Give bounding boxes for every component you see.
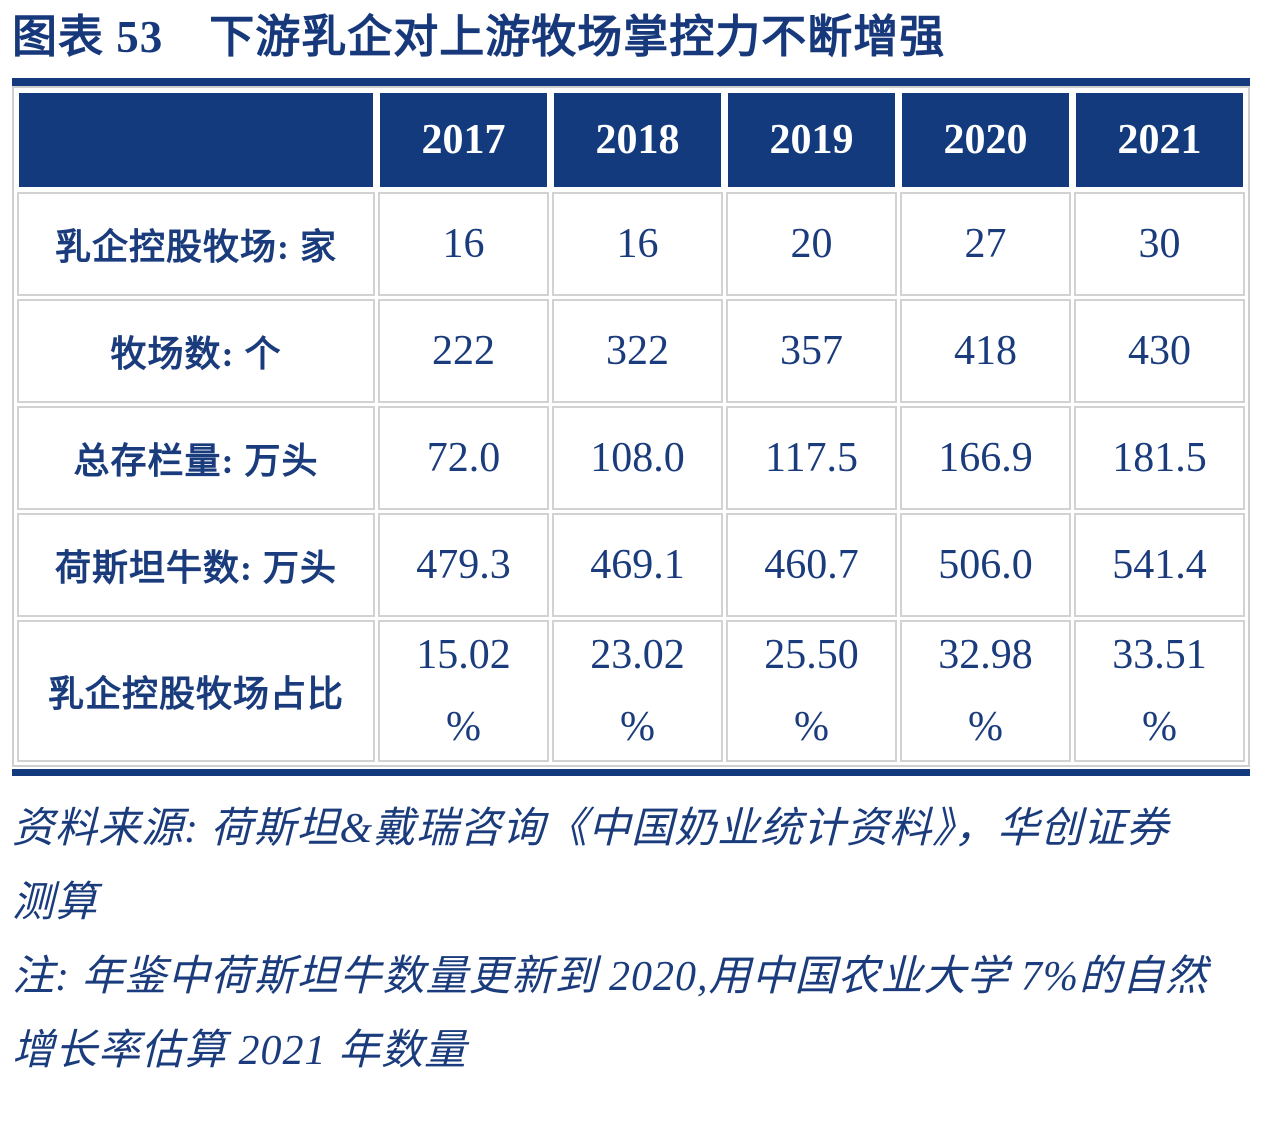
row-label-cell: 荷斯坦牛数: 万头 [17,513,375,617]
header-row: 2017 2018 2019 2020 2021 [17,91,1245,189]
value-cell: 15.02 % [378,620,549,762]
value-cell: 16 [552,192,723,296]
year-header-cell: 2019 [726,91,897,189]
table-top-rule [12,78,1250,86]
value-cell: 33.51 % [1074,620,1245,762]
footnote-line-2: 增长率估算 2021 年数量 [12,1028,468,1074]
source-note-line-2: 测算 [12,880,99,926]
figure-label: 图表 53 [12,12,164,62]
value-cell: 108.0 [552,406,723,510]
figure-heading: 图表 53 下游乳企对上游牧场掌控力不断增强 [0,0,1262,66]
value-cell: 506.0 [900,513,1071,617]
year-header-cell: 2018 [552,91,723,189]
footnote-line-1: 注: 年鉴中荷斯坦牛数量更新到 2020,用中国农业大学 7%的自然 [12,954,1208,1000]
row-label-cell: 乳企控股牧场占比 [17,620,375,762]
value-cell: 16 [378,192,549,296]
source-note-line-1: 资料来源: 荷斯坦&戴瑞咨询《中国奶业统计资料》，华创证券 [12,806,1170,852]
percent-sign: % [620,704,655,750]
percent-value: 33.51 [1112,632,1207,678]
percent-sign: % [446,704,481,750]
value-cell: 23.02 % [552,620,723,762]
value-cell: 460.7 [726,513,897,617]
percent-value: 32.98 [938,632,1033,678]
value-cell: 357 [726,299,897,403]
value-cell: 181.5 [1074,406,1245,510]
data-table: 2017 2018 2019 2020 2021 乳企控股牧场: 家 16 16… [12,86,1250,767]
value-cell: 25.50 % [726,620,897,762]
value-cell: 430 [1074,299,1245,403]
value-cell: 541.4 [1074,513,1245,617]
table-bottom-rule [12,769,1250,776]
table-block: 2017 2018 2019 2020 2021 乳企控股牧场: 家 16 16… [12,78,1250,776]
percent-sign: % [968,704,1003,750]
percent-sign: % [1142,704,1177,750]
table-row: 荷斯坦牛数: 万头 479.3 469.1 460.7 506.0 541.4 [17,513,1245,617]
row-label-cell: 总存栏量: 万头 [17,406,375,510]
row-label-cell: 牧场数: 个 [17,299,375,403]
table-row: 总存栏量: 万头 72.0 108.0 117.5 166.9 181.5 [17,406,1245,510]
percent-value: 15.02 [416,632,511,678]
value-cell: 166.9 [900,406,1071,510]
row-label-cell: 乳企控股牧场: 家 [17,192,375,296]
value-cell: 32.98 % [900,620,1071,762]
corner-cell [17,91,375,189]
year-header-cell: 2021 [1074,91,1245,189]
year-header-cell: 2017 [378,91,549,189]
year-header-cell: 2020 [900,91,1071,189]
value-cell: 30 [1074,192,1245,296]
percent-sign: % [794,704,829,750]
notes-block: 资料来源: 荷斯坦&戴瑞咨询《中国奶业统计资料》，华创证券 测算 注: 年鉴中荷… [12,792,1248,1088]
value-cell: 322 [552,299,723,403]
value-cell: 27 [900,192,1071,296]
value-cell: 418 [900,299,1071,403]
table-row: 乳企控股牧场: 家 16 16 20 27 30 [17,192,1245,296]
percent-value: 23.02 [590,632,685,678]
value-cell: 20 [726,192,897,296]
value-cell: 117.5 [726,406,897,510]
figure-title: 下游乳企对上游牧场掌控力不断增强 [209,12,946,62]
value-cell: 479.3 [378,513,549,617]
table-row: 牧场数: 个 222 322 357 418 430 [17,299,1245,403]
value-cell: 469.1 [552,513,723,617]
table-row: 乳企控股牧场占比 15.02 % 23.02 % [17,620,1245,762]
percent-value: 25.50 [764,632,859,678]
value-cell: 222 [378,299,549,403]
value-cell: 72.0 [378,406,549,510]
